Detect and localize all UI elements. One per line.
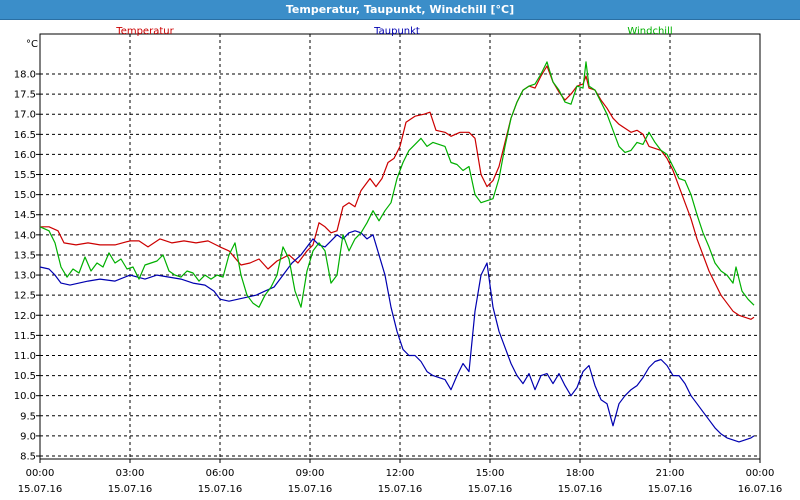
y-tick-label: 15.0 — [14, 190, 36, 201]
x-axis-labels: 00:00 15.07.16 03:00 15.07.16 06:00 15.07.16 0… — [18, 468, 783, 495]
y-unit-label: °C — [26, 39, 38, 50]
y-tick-label: 11.5 — [14, 331, 36, 342]
y-tick-label: 9.0 — [20, 431, 36, 442]
grid-lines — [36, 34, 761, 463]
y-tick-label: 14.5 — [14, 210, 36, 221]
y-tick-label: 9.5 — [20, 411, 36, 422]
legend: Temperatur Taupunkt Windchill — [115, 26, 672, 37]
x-tick-time-label: 00:00 — [26, 468, 55, 479]
y-tick-label: 16.5 — [14, 130, 36, 141]
x-tick-time-label: 06:00 — [206, 468, 235, 479]
x-tick-time-label: 09:00 — [296, 468, 325, 479]
window-titlebar: Temperatur, Taupunkt, Windchill [°C] — [0, 0, 800, 20]
series-line-taupunkt — [39, 230, 755, 443]
y-tick-label: 13.5 — [14, 250, 36, 261]
x-tick-date-label: 15.07.16 — [18, 484, 63, 495]
legend-entry-temperatur: Temperatur — [115, 26, 174, 37]
legend-entry-windchill: Windchill — [627, 26, 672, 37]
x-tick-date-label: 15.07.16 — [288, 484, 333, 495]
y-tick-label: 16.0 — [14, 150, 36, 161]
y-axis-labels: 8.5 9.0 9.5 10.0 10.5 11.0 11.5 12.0 12.5 13.0 13.… — [14, 70, 36, 463]
x-tick-date-label: 15.07.16 — [108, 484, 153, 495]
x-tick-time-label: 21:00 — [656, 468, 685, 479]
window-title: Temperatur, Taupunkt, Windchill [°C] — [285, 3, 515, 16]
y-tick-label: 12.5 — [14, 291, 36, 302]
y-tick-label: 18.0 — [14, 70, 36, 81]
x-tick-date-label: 16.07.16 — [738, 484, 783, 495]
y-tick-label: 8.5 — [20, 452, 36, 463]
y-tick-label: 10.0 — [14, 391, 36, 402]
x-tick-date-label: 15.07.16 — [648, 484, 693, 495]
series-line-windchill — [39, 61, 755, 308]
y-tick-label: 11.0 — [14, 351, 36, 362]
x-tick-time-label: 15:00 — [476, 468, 505, 479]
x-tick-time-label: 00:00 — [746, 468, 775, 479]
series-line-temperatur — [40, 65, 755, 320]
series-lines — [39, 61, 755, 443]
x-tick-date-label: 15.07.16 — [378, 484, 423, 495]
y-tick-label: 17.0 — [14, 110, 36, 121]
legend-entry-taupunkt: Taupunkt — [373, 26, 420, 37]
y-tick-label: 17.5 — [14, 90, 36, 101]
y-tick-label: 13.0 — [14, 271, 36, 282]
x-tick-date-label: 15.07.16 — [558, 484, 603, 495]
x-tick-time-label: 03:00 — [116, 468, 145, 479]
x-tick-time-label: 18:00 — [566, 468, 595, 479]
y-tick-label: 15.5 — [14, 170, 36, 181]
x-tick-date-label: 15.07.16 — [468, 484, 513, 495]
y-tick-label: 14.0 — [14, 230, 36, 241]
x-tick-time-label: 12:00 — [386, 468, 415, 479]
chart-area: 8.5 9.0 9.5 10.0 10.5 11.0 11.5 12.0 12.5 13.0 13.… — [0, 20, 800, 500]
y-tick-label: 10.5 — [14, 371, 36, 382]
y-tick-label: 12.0 — [14, 311, 36, 322]
x-tick-date-label: 15.07.16 — [198, 484, 243, 495]
